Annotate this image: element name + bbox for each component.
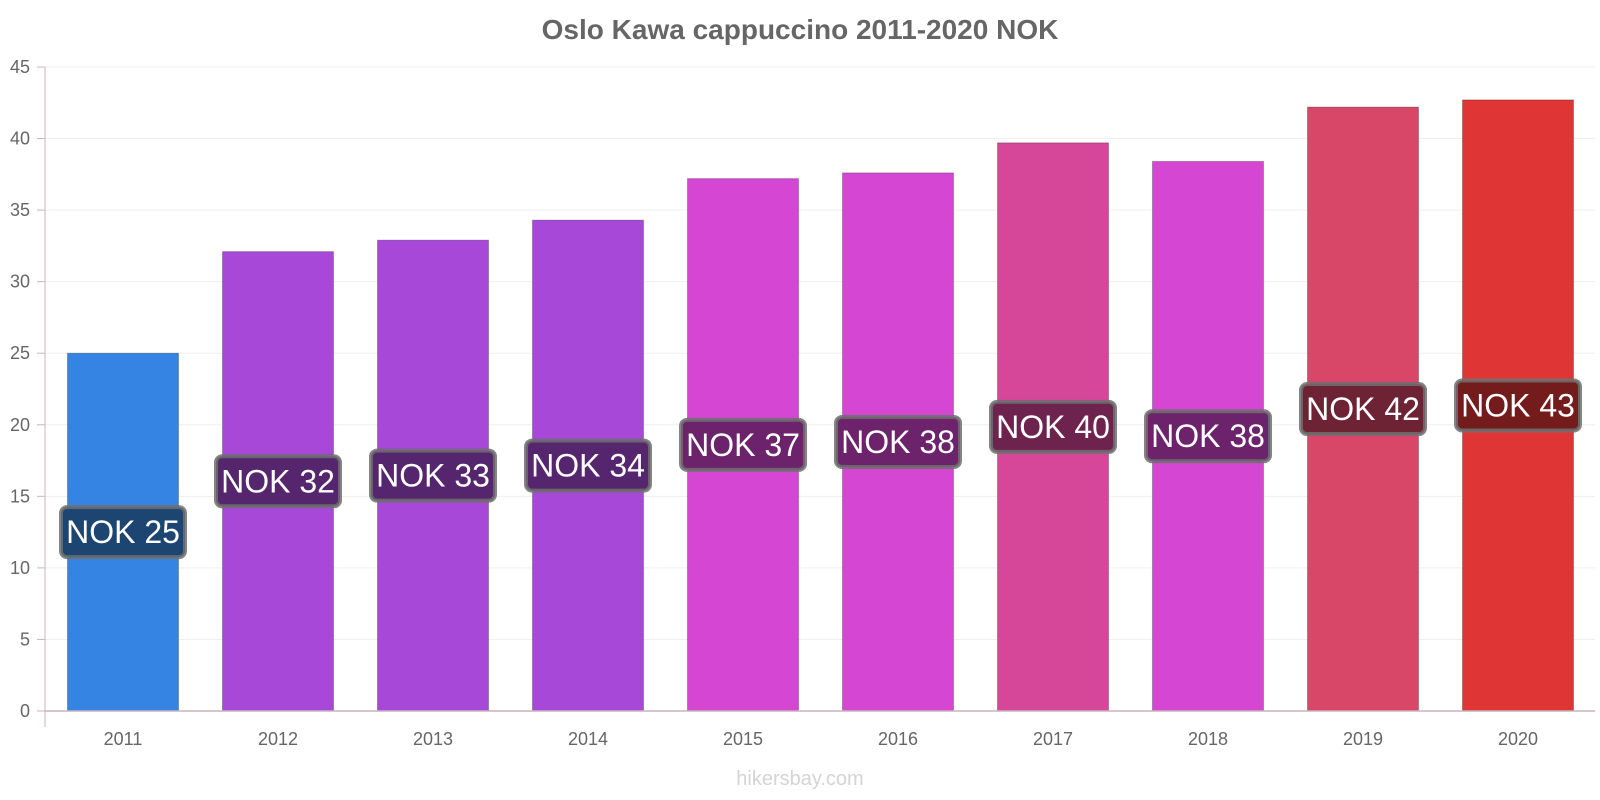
data-label-2016: NOK 38	[834, 414, 962, 469]
data-label-box	[1454, 378, 1582, 433]
x-tick-label: 2011	[104, 729, 143, 749]
y-tick-label: 40	[10, 129, 30, 149]
data-label-text: NOK 37	[686, 427, 800, 463]
data-label-2015: NOK 37	[679, 417, 807, 472]
data-label-box	[1299, 382, 1427, 437]
data-labels: NOK 25 NOK 32 NOK 33 NOK 34 NOK 37 NOK 38 NOK …	[59, 378, 1582, 560]
data-label-text: NOK 34	[531, 448, 645, 484]
data-label-box	[1144, 409, 1272, 464]
y-tick-label: 30	[10, 272, 30, 292]
data-label-2014: NOK 34	[524, 438, 652, 493]
data-label-box	[679, 417, 807, 472]
data-label-text: NOK 42	[1306, 391, 1420, 427]
y-tick-label: 25	[10, 343, 30, 363]
x-tick-label: 2015	[723, 729, 763, 749]
y-tick-label: 35	[10, 200, 30, 220]
y-tick-label: 5	[20, 629, 30, 649]
data-label-text: NOK 25	[66, 514, 180, 550]
data-label-box	[834, 414, 962, 469]
y-tick-label: 10	[10, 558, 30, 578]
data-label-2012: NOK 32	[214, 454, 342, 509]
axes: 0 5 10 15 20 25 30 35 40 45 2011 2012 2013 2014 2015 20…	[10, 57, 1595, 749]
x-tick-label: 2014	[568, 729, 608, 749]
x-tick-label: 2018	[1188, 729, 1228, 749]
x-tick-label: 2020	[1498, 729, 1538, 749]
data-label-box	[59, 505, 187, 560]
data-label-box	[524, 438, 652, 493]
data-label-2013: NOK 33	[369, 448, 497, 503]
data-label-2020: NOK 43	[1454, 378, 1582, 433]
y-tick-label: 0	[20, 701, 30, 721]
x-tick-label: 2016	[878, 729, 918, 749]
y-tick-label: 45	[10, 57, 30, 77]
data-label-2011: NOK 25	[59, 505, 187, 560]
x-tick-label: 2013	[413, 729, 453, 749]
data-label-2018: NOK 38	[1144, 409, 1272, 464]
data-label-text: NOK 43	[1461, 387, 1575, 423]
data-label-2019: NOK 42	[1299, 382, 1427, 437]
x-tick-label: 2012	[258, 729, 298, 749]
data-label-box	[989, 399, 1117, 454]
data-label-2017: NOK 40	[989, 399, 1117, 454]
x-tick-label: 2019	[1343, 729, 1383, 749]
data-label-text: NOK 32	[221, 463, 335, 499]
watermark: hikersbay.com	[736, 768, 864, 790]
data-label-text: NOK 33	[376, 458, 490, 494]
data-label-text: NOK 38	[1151, 418, 1265, 454]
data-label-box	[369, 448, 497, 503]
data-label-text: NOK 38	[841, 424, 955, 460]
y-tick-label: 20	[10, 415, 30, 435]
chart-title: Oslo Kawa cappuccino 2011-2020 NOK	[541, 14, 1059, 45]
data-label-box	[214, 454, 342, 509]
x-tick-label: 2017	[1033, 729, 1073, 749]
y-tick-label: 15	[10, 486, 30, 506]
data-label-text: NOK 40	[996, 409, 1110, 445]
